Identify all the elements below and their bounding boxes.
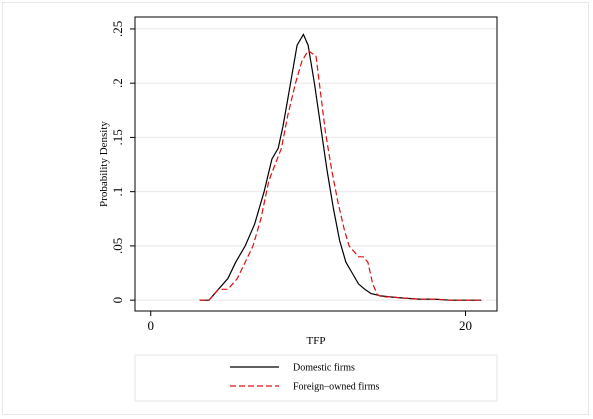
grid-layer: [135, 28, 497, 301]
plot-border: [134, 16, 498, 312]
x-tick-label: 20: [459, 318, 472, 333]
y-axis-title: Probability Density: [98, 121, 110, 207]
y-tick-label: .1: [110, 187, 125, 197]
figure-border: [2, 2, 589, 415]
legend-label-domestic: Domestic firms: [293, 363, 355, 374]
legend-box: [134, 354, 498, 402]
x-axis-title: TFP: [307, 335, 326, 347]
x-tick-label: 0: [147, 318, 154, 333]
y-tick-label: .15: [110, 129, 125, 145]
y-tick-label: 0: [110, 297, 125, 304]
y-tick-label: .05: [110, 238, 125, 254]
legend: Domestic firms Foreign–owned firms: [134, 354, 498, 402]
y-axis: 0 .05 .1 .15 .2 .25: [110, 21, 135, 304]
series-line-foreign: [199, 49, 482, 301]
y-tick-label: .2: [110, 78, 125, 88]
series-line-domestic: [199, 33, 482, 301]
x-axis: 0 20: [147, 311, 472, 333]
legend-label-foreign: Foreign–owned firms: [293, 382, 379, 393]
y-tick-label: .25: [110, 21, 125, 37]
series-layer: [199, 33, 482, 301]
